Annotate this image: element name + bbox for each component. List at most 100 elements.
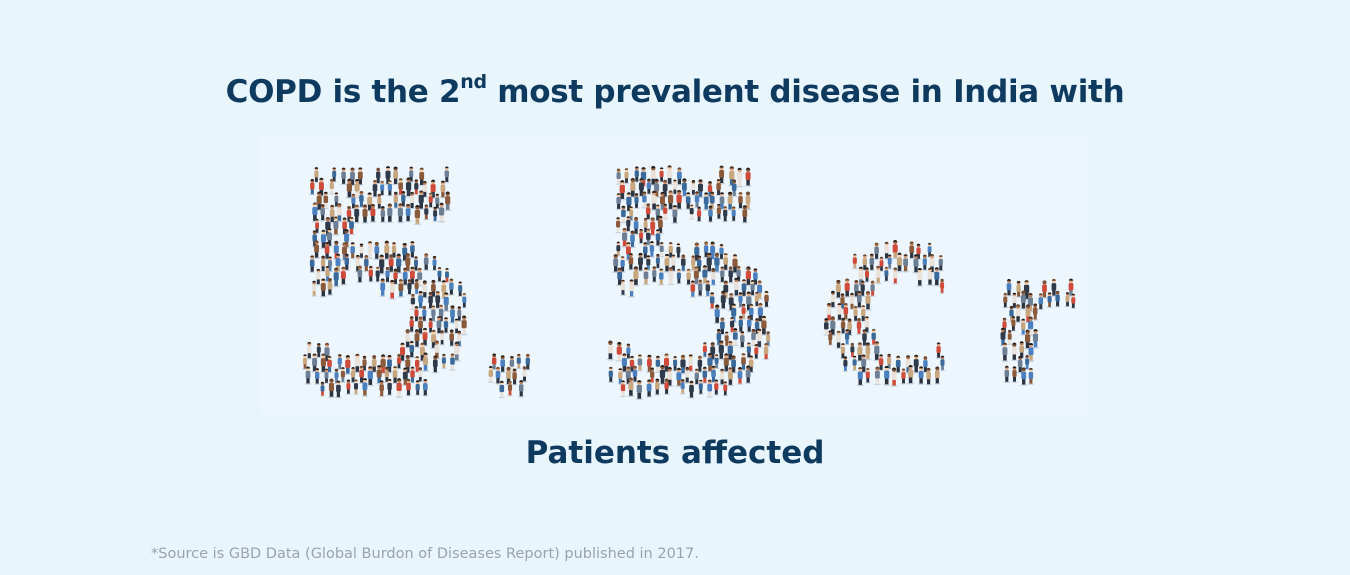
- person-icon: [392, 191, 400, 209]
- person-icon: [421, 180, 429, 199]
- person-icon: [392, 268, 399, 286]
- person-icon: [404, 203, 412, 223]
- person-icon: [744, 266, 753, 287]
- person-icon: [689, 280, 697, 298]
- person-icon: [397, 178, 405, 196]
- person-icon: [423, 204, 430, 221]
- person-icon: [704, 280, 712, 298]
- person-icon: [433, 340, 441, 360]
- person-icon: [448, 278, 455, 296]
- person-icon: [356, 265, 364, 284]
- person-icon: [916, 268, 924, 287]
- person-icon: [912, 354, 920, 374]
- person-icon: [900, 368, 907, 385]
- person-icon: [421, 379, 429, 397]
- person-icon: [658, 268, 665, 286]
- person-icon: [326, 355, 333, 374]
- person-icon: [730, 355, 738, 374]
- person-icon: [439, 330, 446, 346]
- person-icon: [869, 280, 876, 297]
- person-icon: [1027, 367, 1035, 385]
- headline: COPD is the 2nd most prevalent disease i…: [0, 70, 1350, 114]
- person-icon: [414, 380, 421, 396]
- person-icon: [675, 189, 684, 211]
- person-icon: [460, 315, 468, 336]
- person-icon: [334, 380, 342, 399]
- crowd-figure: 5.5 cr: [262, 135, 1088, 415]
- person-icon: [388, 279, 397, 300]
- person-icon: [619, 380, 627, 398]
- person-icon: [639, 167, 648, 188]
- person-icon: [349, 366, 357, 384]
- person-icon: [906, 364, 915, 385]
- crowd-people: [302, 165, 1077, 401]
- person-icon: [883, 266, 890, 282]
- person-icon: [326, 278, 334, 296]
- person-icon: [511, 368, 518, 386]
- person-icon: [632, 216, 640, 236]
- person-icon: [735, 167, 744, 188]
- person-icon: [633, 166, 640, 183]
- person-icon: [607, 366, 614, 384]
- person-icon: [726, 367, 735, 387]
- person-icon: [737, 292, 744, 309]
- person-icon: [448, 305, 457, 324]
- person-icon: [396, 353, 402, 370]
- subheading: Patients affected: [525, 435, 825, 471]
- person-icon: [696, 355, 704, 373]
- person-icon: [728, 316, 736, 334]
- person-icon: [517, 380, 525, 398]
- person-icon: [707, 205, 714, 223]
- person-icon: [431, 255, 438, 272]
- person-icon: [654, 229, 662, 247]
- person-icon: [641, 191, 648, 209]
- person-icon: [860, 354, 868, 374]
- person-icon: [744, 167, 752, 187]
- person-icon: [408, 191, 416, 210]
- person-icon: [745, 315, 753, 333]
- person-icon: [305, 341, 313, 360]
- person-icon: [442, 317, 450, 334]
- person-icon: [939, 278, 946, 294]
- person-icon: [636, 354, 644, 372]
- person-icon: [696, 206, 703, 223]
- person-icon: [627, 377, 635, 398]
- person-icon: [406, 279, 413, 296]
- person-icon: [343, 253, 351, 272]
- person-icon: [395, 378, 403, 399]
- person-icon: [409, 241, 416, 259]
- person-icon: [1070, 293, 1077, 310]
- person-icon: [631, 365, 639, 383]
- person-icon: [449, 353, 456, 371]
- person-icon: [702, 241, 710, 259]
- person-icon: [836, 303, 843, 322]
- person-icon: [362, 255, 370, 273]
- person-icon: [324, 265, 331, 283]
- person-icon: [658, 167, 665, 183]
- person-icon: [713, 354, 720, 370]
- person-icon: [708, 191, 716, 210]
- person-icon: [620, 205, 627, 224]
- person-icon: [890, 367, 898, 387]
- person-icon: [332, 216, 340, 236]
- person-icon: [661, 179, 669, 198]
- person-icon: [741, 205, 749, 224]
- person-icon: [373, 241, 381, 261]
- person-icon: [617, 368, 624, 385]
- person-icon: [408, 316, 415, 333]
- person-icon: [718, 192, 726, 211]
- person-icon: [367, 265, 374, 283]
- person-icon: [667, 242, 674, 259]
- person-icon: [437, 202, 446, 223]
- person-icon: [314, 218, 320, 234]
- person-icon: [722, 381, 729, 397]
- person-icon: [654, 378, 661, 396]
- person-icon: [672, 356, 679, 372]
- person-icon: [849, 342, 856, 358]
- person-icon: [679, 254, 687, 272]
- person-icon: [680, 178, 689, 198]
- person-icon: [625, 343, 632, 360]
- person-icon: [416, 316, 425, 335]
- person-icon: [490, 353, 498, 371]
- person-icon: [665, 366, 674, 387]
